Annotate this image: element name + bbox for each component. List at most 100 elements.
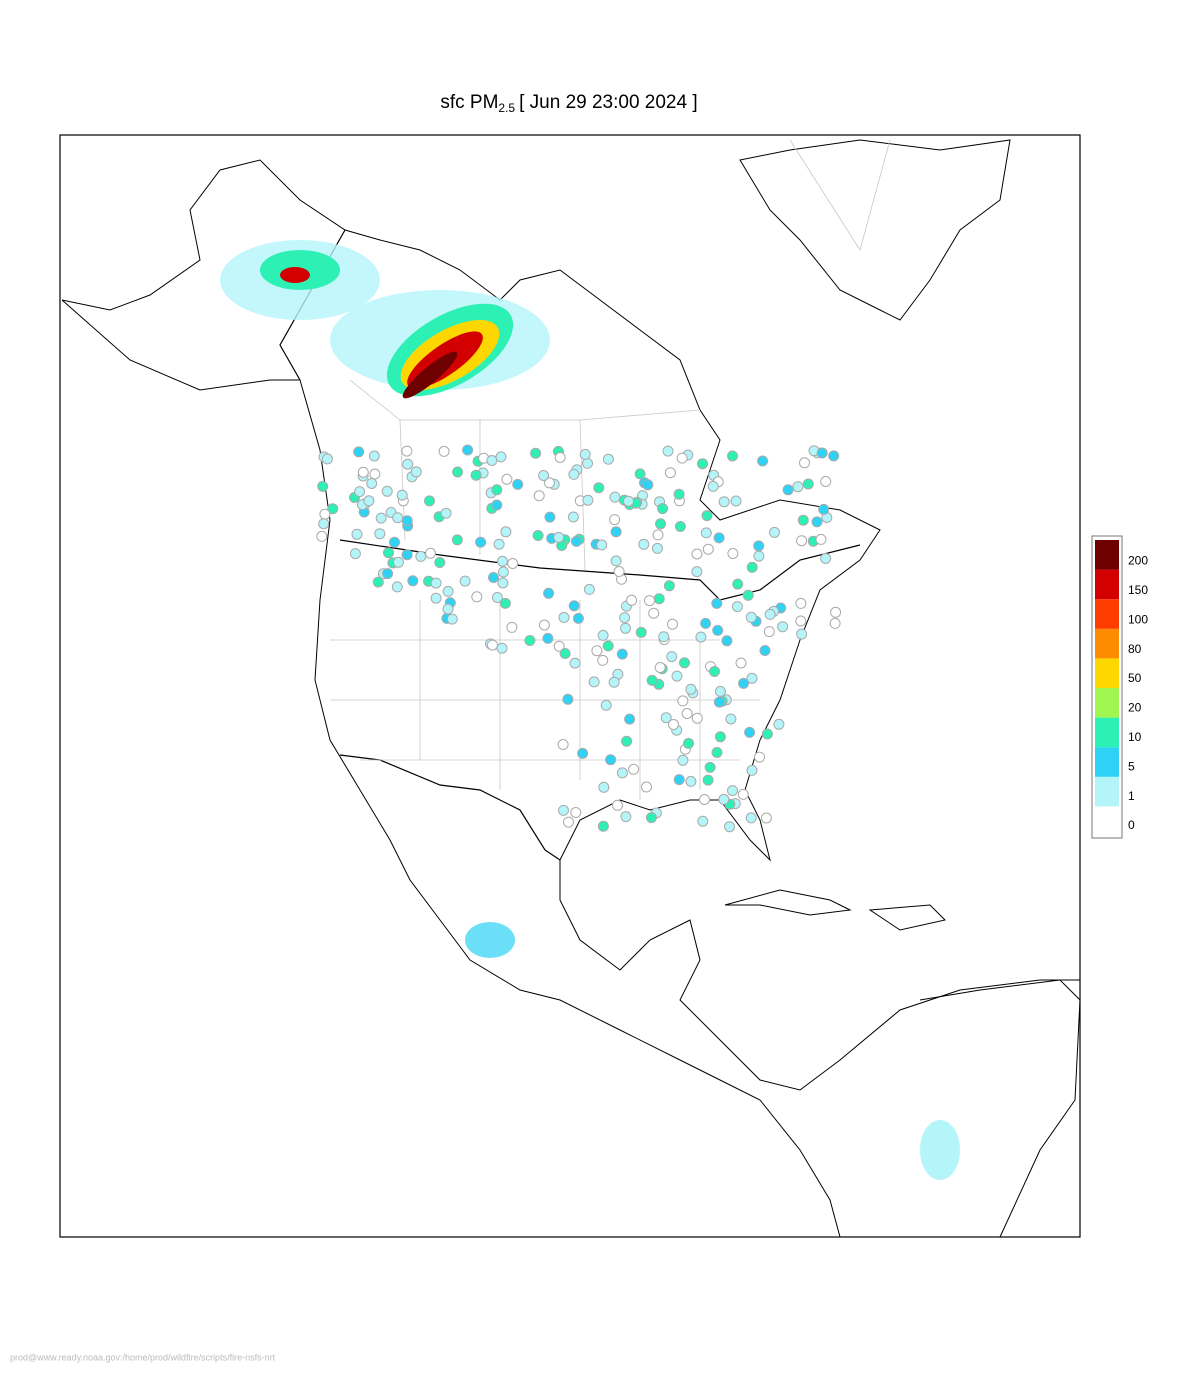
station [811, 516, 823, 528]
station [430, 592, 442, 604]
station [653, 593, 665, 605]
station [700, 527, 712, 539]
station [451, 534, 463, 546]
cuba [724, 889, 852, 916]
plume [402, 351, 458, 399]
stations [316, 444, 842, 833]
station [612, 799, 623, 811]
station [570, 535, 582, 547]
station [369, 468, 381, 480]
station [621, 735, 633, 747]
station [597, 629, 609, 641]
station [792, 481, 804, 493]
station [544, 511, 556, 523]
station [737, 788, 749, 800]
station [327, 503, 339, 515]
station [442, 585, 454, 597]
station [605, 754, 617, 766]
legend-label: 80 [1128, 642, 1142, 656]
station [486, 455, 498, 466]
plume [280, 267, 310, 283]
station [624, 713, 636, 725]
station [674, 521, 686, 532]
legend-swatch [1095, 747, 1119, 777]
station [572, 612, 584, 624]
admin-lines [330, 139, 891, 800]
hispaniola [868, 904, 946, 931]
station [491, 499, 503, 511]
station [725, 713, 737, 725]
station [745, 611, 757, 623]
station [695, 631, 707, 643]
station [424, 495, 435, 507]
station [691, 712, 703, 724]
station [559, 648, 571, 659]
station [677, 754, 689, 766]
station [588, 676, 600, 688]
station [368, 450, 380, 462]
station [714, 731, 726, 743]
station [727, 785, 738, 797]
station [543, 477, 555, 489]
station [497, 566, 509, 578]
station [558, 612, 570, 623]
station [524, 635, 536, 646]
station [655, 518, 666, 530]
station [761, 728, 773, 740]
station [702, 543, 714, 555]
station [597, 820, 609, 832]
station [425, 547, 436, 559]
station [645, 812, 657, 824]
station [496, 642, 508, 654]
station [642, 479, 654, 491]
station [620, 622, 631, 634]
station [796, 535, 808, 547]
station [711, 597, 723, 609]
station [685, 775, 697, 787]
station [493, 538, 505, 550]
station [512, 478, 524, 490]
station [366, 478, 378, 489]
station [799, 457, 810, 469]
station [609, 514, 621, 526]
station [497, 555, 508, 567]
station [634, 468, 646, 480]
station [646, 674, 658, 686]
station [602, 453, 614, 465]
station [664, 467, 676, 479]
station [773, 718, 785, 730]
station [610, 555, 622, 567]
station [644, 595, 655, 607]
admin-line [789, 139, 891, 251]
station [569, 657, 581, 669]
station [579, 448, 591, 460]
station [753, 550, 765, 562]
station [396, 489, 408, 501]
station [354, 486, 366, 498]
station [491, 592, 503, 603]
station [683, 737, 694, 749]
station [718, 793, 730, 805]
station [577, 747, 589, 759]
station [732, 578, 744, 590]
station [487, 639, 498, 651]
station [316, 530, 328, 542]
station [628, 763, 640, 775]
admin-line [419, 600, 701, 800]
station [620, 811, 632, 823]
station [507, 558, 519, 569]
station [820, 553, 832, 564]
station [663, 580, 675, 592]
station [495, 451, 507, 463]
station [609, 491, 621, 503]
station [488, 572, 499, 583]
station [440, 507, 452, 519]
station [317, 480, 329, 492]
station [563, 816, 574, 828]
station [349, 548, 361, 560]
station [401, 445, 413, 457]
station [500, 526, 512, 538]
station [797, 514, 809, 526]
station [714, 685, 726, 697]
station [651, 542, 663, 554]
